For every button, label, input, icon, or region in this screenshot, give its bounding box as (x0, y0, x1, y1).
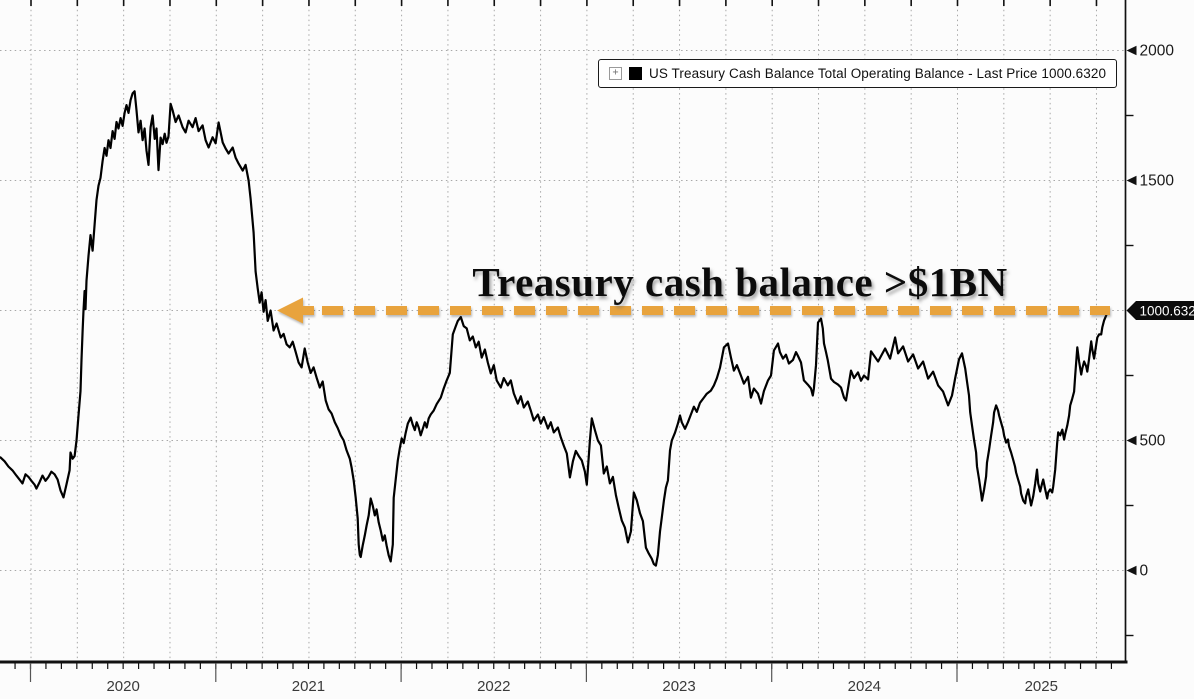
svg-text:2021: 2021 (292, 678, 325, 695)
right-axis (1124, 0, 1134, 663)
svg-text:1500: 1500 (1140, 173, 1175, 190)
gridlines (0, 0, 1126, 662)
svg-text:0: 0 (1140, 563, 1149, 580)
x-axis-labels: 2020 2021 2022 2023 2024 2025 (106, 678, 1057, 695)
y-axis-labels: 0 500 1500 2000 (1126, 43, 1175, 580)
series-color-swatch (629, 67, 642, 80)
svg-text:2023: 2023 (662, 678, 695, 695)
annotation-arrow (277, 297, 1110, 324)
bottom-axis (0, 660, 1128, 682)
svg-text:2022: 2022 (477, 678, 510, 695)
expand-icon[interactable]: + (609, 67, 622, 80)
top-ticks (30, 0, 1098, 6)
svg-text:500: 500 (1140, 433, 1166, 450)
svg-text:1000.6320: 1000.6320 (1140, 304, 1194, 319)
svg-text:2000: 2000 (1140, 43, 1175, 60)
annotation-text: Treasury cash balance >$1BN (472, 259, 1008, 305)
svg-text:2020: 2020 (106, 678, 139, 695)
legend-label: US Treasury Cash Balance Total Operating… (649, 66, 1107, 81)
last-price-badge: 1000.6320 (1126, 301, 1194, 320)
svg-text:2024: 2024 (848, 678, 881, 695)
svg-text:2025: 2025 (1025, 678, 1058, 695)
legend-item[interactable]: + US Treasury Cash Balance Total Operati… (598, 59, 1118, 88)
price-line-series (0, 90, 1109, 567)
